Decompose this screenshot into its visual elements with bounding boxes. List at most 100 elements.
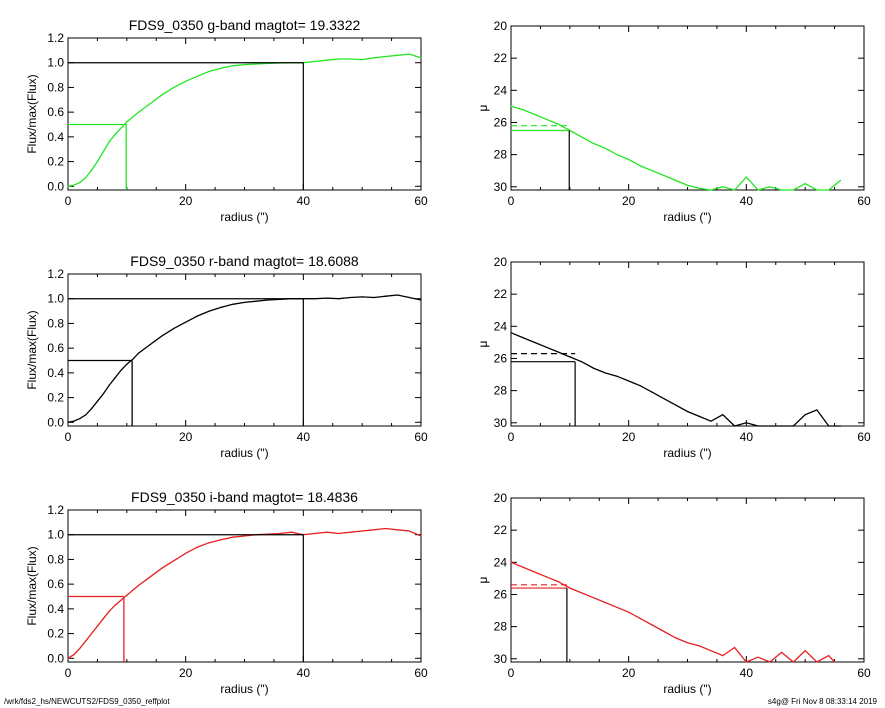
y-tick-label: 1.0 [47,292,64,306]
x-tick-label: 60 [857,666,871,680]
data-line [67,527,422,659]
data-point [733,646,736,649]
footer-path-label: /wrk/fds2_hs/NEWCUTS2/FDS9_0350_reffplot [4,697,170,706]
data-point [102,151,104,153]
data-point [138,352,140,354]
y-tick-label: 20 [494,19,508,33]
data-point [349,531,351,533]
data-point [85,414,87,416]
y-tick-label: 22 [494,523,508,537]
data-point [373,57,375,59]
data-point [745,661,747,663]
data-line [510,561,836,663]
data-point [173,86,175,89]
data-line [67,53,422,187]
data-point [185,552,187,554]
profile-i-panel: 0 20 40 60 20 22 24 26 28 30 radius (") μ [476,491,871,696]
data-point [232,303,234,305]
data-point [710,650,712,652]
data-point [408,530,410,532]
y-tick-label: 30 [494,180,508,194]
data-point [208,70,210,72]
data-point [208,310,210,312]
y-tick-label: 0.4 [47,366,64,380]
y-tick-label: 0.8 [47,80,64,94]
data-point [314,298,316,300]
plot-frame [67,37,422,191]
data-point [828,425,830,427]
y-tick-label: 22 [494,287,508,301]
x-tick-label: 0 [508,666,515,680]
x-tick-label: 0 [508,430,515,444]
data-point [85,177,87,179]
data-point [290,531,293,533]
data-point [804,182,806,185]
data-point [420,535,422,537]
data-point [173,327,175,329]
data-point [675,404,677,406]
data-point [114,133,116,135]
data-point [733,425,736,427]
data-point [651,391,653,393]
data-point [557,581,559,583]
data-point [85,640,87,642]
data-point [220,306,222,308]
data-point [408,53,410,55]
y-tick-label: 24 [494,319,508,333]
data-point [349,296,351,299]
data-point [722,654,724,657]
data-point [581,136,583,138]
y-tick-label: 0.2 [47,627,64,641]
x-tick-label: 60 [857,430,871,444]
data-point [73,420,75,422]
data-point [79,181,81,184]
x-tick-label: 60 [414,430,428,444]
data-point [420,299,422,301]
plot-frame [510,497,865,663]
data-point [126,121,128,123]
data-point [533,571,536,573]
y-tick-label: 24 [494,555,508,569]
data-point [733,189,736,191]
y-tick-label: 0.2 [47,391,64,405]
y-tick-label: 0.2 [47,155,64,169]
y-tick-label: 28 [494,384,508,398]
x-tick-label: 40 [740,430,754,444]
x-axis-label: radius (") [663,446,711,460]
data-point [243,535,246,537]
plot-frame [510,25,865,191]
data-point [408,296,410,299]
data-point [628,158,630,161]
data-point [781,425,783,427]
data-point [185,80,187,82]
y-tick-label: 26 [494,587,508,601]
data-point [149,102,151,105]
data-point [557,123,559,125]
y-tick-label: 28 [494,148,508,162]
y-tick-label: 1.2 [47,31,64,45]
data-point [326,531,328,533]
data-point [816,409,818,411]
data-point [792,189,795,191]
growth-curve-r-panel: 0 20 40 60 0.0 0.2 0.4 0.6 0.8 1.0 1.2 radius (") Fl… [25,253,428,460]
data-point [592,142,594,144]
data-point [126,594,128,596]
data-point [108,610,110,612]
data-point [279,532,281,535]
data-point [90,169,93,171]
data-point [686,184,689,186]
y-axis-label: μ [476,340,490,347]
data-point [79,417,81,420]
data-point [722,414,724,416]
data-point [373,529,375,531]
data-point [722,186,724,188]
data-point [373,296,375,299]
data-point [255,63,257,65]
data-point [545,576,547,578]
data-point [385,295,387,297]
data-point [385,55,387,58]
data-point [510,105,512,107]
data-point [108,384,110,386]
data-point [349,58,351,60]
x-axis-label: radius (") [220,446,268,460]
